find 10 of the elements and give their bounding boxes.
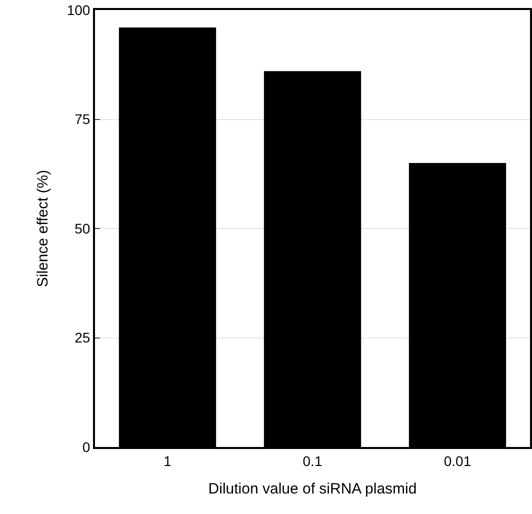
x-tick-label: 0.1 — [302, 452, 322, 469]
y-tick-label: 25 — [74, 330, 90, 346]
x-tick-label: 0.01 — [444, 452, 472, 469]
x-axis-title: Dilution value of siRNA plasmid — [208, 480, 417, 498]
y-tick-label: 100 — [66, 2, 90, 18]
y-axis-title: Silence effect (%) — [34, 170, 52, 288]
x-tick-label: 1 — [164, 452, 172, 469]
y-tick-label: 50 — [74, 220, 90, 236]
y-tick-label: 75 — [74, 111, 90, 128]
y-tick-label: 0 — [82, 438, 90, 455]
